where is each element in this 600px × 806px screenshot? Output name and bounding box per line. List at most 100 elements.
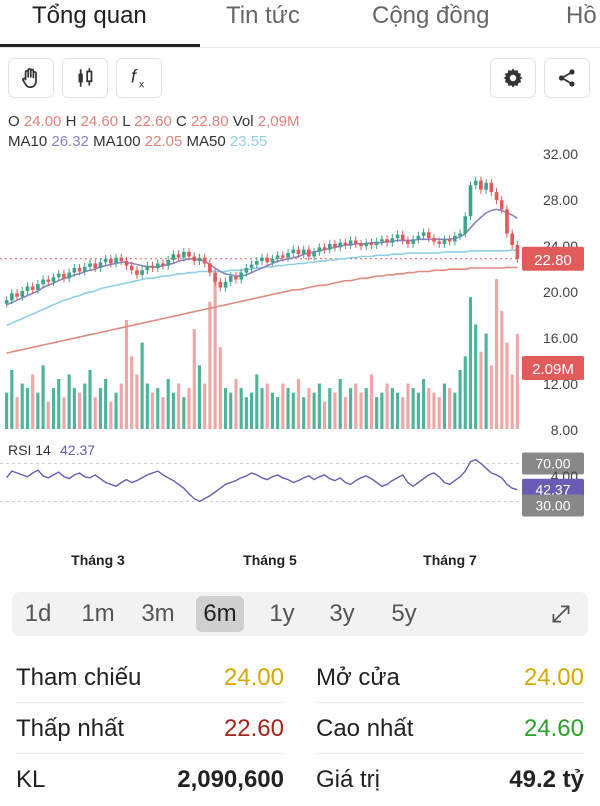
volume-bar (401, 397, 405, 429)
volume-bar (427, 388, 431, 429)
volume-bar (15, 397, 19, 429)
y-tick-label: 20.00 (543, 284, 578, 300)
close-label: C (175, 113, 187, 130)
y-tick-label: 8.00 (551, 422, 578, 438)
tab-ho[interactable]: Hồ (566, 2, 597, 29)
candle-body (333, 243, 337, 248)
open-label: O (8, 113, 20, 130)
candle-body (499, 200, 504, 210)
price-chart[interactable]: 32.0028.0024.0020.0016.0012.008.0022.802… (0, 145, 600, 585)
candle-body (46, 279, 51, 282)
y-tick-label: 28.00 (543, 192, 578, 208)
volume-bar (46, 401, 50, 429)
tab-tin-tuc[interactable]: Tin tức (226, 2, 300, 29)
tab-tong-quan[interactable]: Tổng quan (32, 2, 147, 29)
range-3m[interactable]: 3m (141, 600, 175, 627)
low-label: L (122, 113, 131, 130)
ma50-value: 23.55 (229, 133, 268, 150)
volume-bar (505, 342, 509, 429)
expand-button[interactable] (548, 601, 574, 627)
tab-cong-dong[interactable]: Cộng đồng (372, 2, 490, 29)
volume-bar (150, 392, 155, 429)
share-button[interactable] (544, 58, 590, 98)
candle-body (140, 270, 144, 275)
candle-body (103, 258, 108, 263)
volume-bar (265, 383, 269, 429)
share-icon (558, 69, 575, 87)
stats-row-3: KL 2,090,600 Giá trị 49.2 tỷ (0, 754, 600, 806)
volume-bar (479, 351, 483, 429)
volume-bar (177, 383, 181, 429)
candle-body (400, 234, 405, 241)
range-1m[interactable]: 1m (81, 600, 115, 627)
settings-button[interactable] (490, 58, 536, 98)
candle-body (385, 239, 389, 243)
rsi-lower-label: 30.00 (535, 498, 570, 514)
volume-bar (406, 383, 410, 429)
last-price-badge (522, 246, 584, 271)
last-volume-badge (522, 356, 584, 380)
rsi-line (6, 458, 518, 503)
candle-body (515, 245, 520, 259)
candle-body (223, 281, 228, 288)
candle-body (338, 242, 343, 248)
volume-bar (192, 329, 196, 429)
volume-bar (270, 392, 274, 429)
candle-body (437, 241, 442, 244)
range-3y[interactable]: 3y (329, 600, 355, 627)
volume-bar (62, 397, 66, 429)
candle-body (88, 263, 92, 267)
volume-bar (182, 397, 186, 429)
range-1d[interactable]: 1d (24, 600, 52, 627)
volume-bar (453, 392, 457, 429)
time-range-selector: 1d 1m 3m 6m 1y 3y 5y (12, 592, 588, 636)
volume-bar (463, 356, 467, 429)
candle-body (51, 277, 56, 282)
volume-bar (88, 369, 92, 429)
chart-type-button[interactable] (62, 58, 108, 98)
candle-body (353, 240, 358, 244)
ma100-label: MA100 (93, 133, 141, 150)
candle-body (192, 256, 197, 262)
volume-bar (5, 392, 9, 429)
candle-body (312, 251, 316, 257)
reference-price-label: Tham chiếu (16, 664, 142, 691)
close-value: 22.80 (191, 113, 229, 130)
candle-body (119, 257, 124, 262)
volume-bar (322, 401, 327, 429)
indicator-button[interactable]: f x (116, 58, 162, 98)
volume-bar (286, 388, 290, 429)
range-5y[interactable]: 5y (391, 600, 417, 627)
open-price-label: Mở cửa (316, 664, 400, 691)
ma10-value: 26.32 (51, 133, 89, 150)
stats-row-2: Thấp nhất 22.60 Cao nhất 24.60 (0, 703, 600, 755)
divider (16, 702, 284, 703)
rsi-label: RSI 14 (8, 442, 51, 458)
range-1y[interactable]: 1y (269, 600, 295, 627)
svg-text:x: x (139, 78, 145, 90)
candle-body (406, 240, 410, 244)
rsi-upper-badge (522, 452, 584, 475)
volume-bar (515, 334, 519, 429)
volume-total-value: 2,090,600 (177, 766, 284, 793)
volume-bar (416, 392, 420, 429)
candle-body (93, 263, 98, 268)
volume-bar (98, 388, 102, 429)
volume-bar (20, 383, 24, 429)
volume-bar (390, 388, 394, 429)
y-tick-label: 16.00 (543, 330, 578, 346)
volume-bar (312, 392, 316, 429)
candle-body (281, 255, 285, 258)
trade-value-value: 49.2 tỷ (509, 766, 584, 793)
volume-bar (31, 374, 35, 429)
candle-body (364, 242, 369, 247)
hand-tool-button[interactable] (8, 58, 54, 98)
range-6m[interactable]: 6m (196, 596, 244, 632)
last-volume-label: 2.09M (532, 361, 574, 378)
volume-bar (93, 397, 97, 429)
volume-bar (234, 379, 238, 429)
candle-body (505, 209, 509, 234)
candle-body (244, 268, 249, 273)
volume-label: Vol (232, 113, 254, 130)
volume-bar (500, 310, 504, 429)
